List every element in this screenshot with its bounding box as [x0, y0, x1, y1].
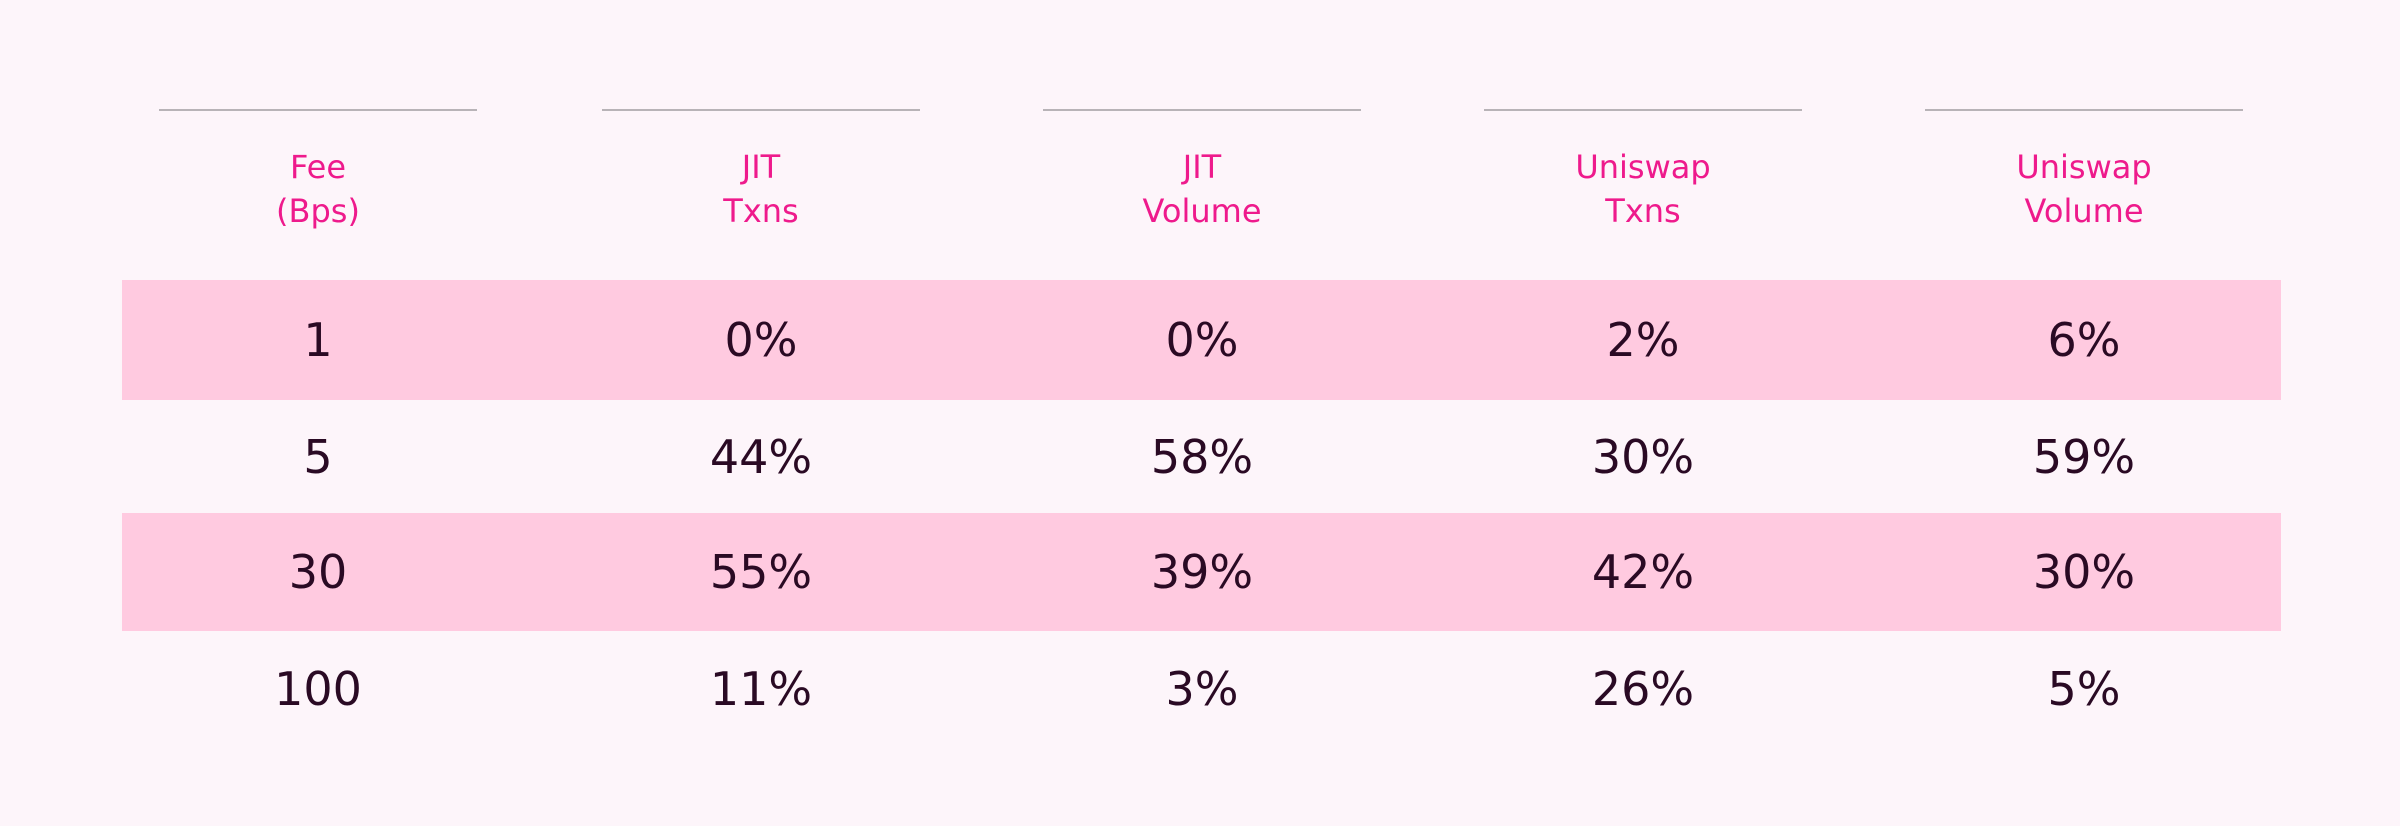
column-header: JIT Volume: [1002, 145, 1402, 233]
table-cell: 100: [274, 661, 362, 716]
table-cell: 26%: [1591, 661, 1695, 716]
column-header: Fee (Bps): [118, 145, 518, 233]
header-line: Fee: [289, 148, 347, 186]
table-cell: 44%: [709, 429, 813, 484]
header-rule: [159, 109, 477, 111]
column-header: Uniswap Txns: [1443, 145, 1843, 233]
table-cell: 39%: [1150, 545, 1254, 599]
table-cell: 6%: [2047, 313, 2121, 367]
table-cell: 59%: [2032, 429, 2136, 484]
table-cell: 1: [303, 313, 333, 367]
column-header: Uniswap Volume: [1884, 145, 2284, 233]
header-rule: [602, 109, 920, 111]
table-cell: 58%: [1150, 429, 1254, 484]
table-cell: 3%: [1165, 661, 1239, 716]
header-line: JIT: [1182, 148, 1222, 186]
header-line: Volume: [1142, 192, 1262, 230]
header-line: JIT: [741, 148, 781, 186]
table-cell: 11%: [709, 661, 813, 716]
header-line: Volume: [2024, 192, 2144, 230]
header-line: Txns: [1605, 192, 1681, 230]
header-line: Uniswap: [1575, 148, 1711, 186]
table-cell: 5%: [2047, 661, 2121, 716]
table-cell: 55%: [709, 545, 813, 599]
table-cell: 30%: [1591, 429, 1695, 484]
table-cell: 42%: [1591, 545, 1695, 599]
header-line: Uniswap: [2016, 148, 2152, 186]
table-cell: 0%: [724, 313, 798, 367]
row-band: [122, 280, 2281, 400]
header-rule: [1043, 109, 1361, 111]
header-rule: [1484, 109, 1802, 111]
header-line: Txns: [723, 192, 799, 230]
column-header: JIT Txns: [561, 145, 961, 233]
table-cell: 30: [288, 545, 348, 599]
table-cell: 2%: [1606, 313, 1680, 367]
header-line: (Bps): [276, 192, 360, 230]
row-band: [122, 513, 2281, 631]
header-rule: [1925, 109, 2243, 111]
table-cell: 5: [303, 429, 333, 484]
table-cell: 0%: [1165, 313, 1239, 367]
table-cell: 30%: [2032, 545, 2136, 599]
